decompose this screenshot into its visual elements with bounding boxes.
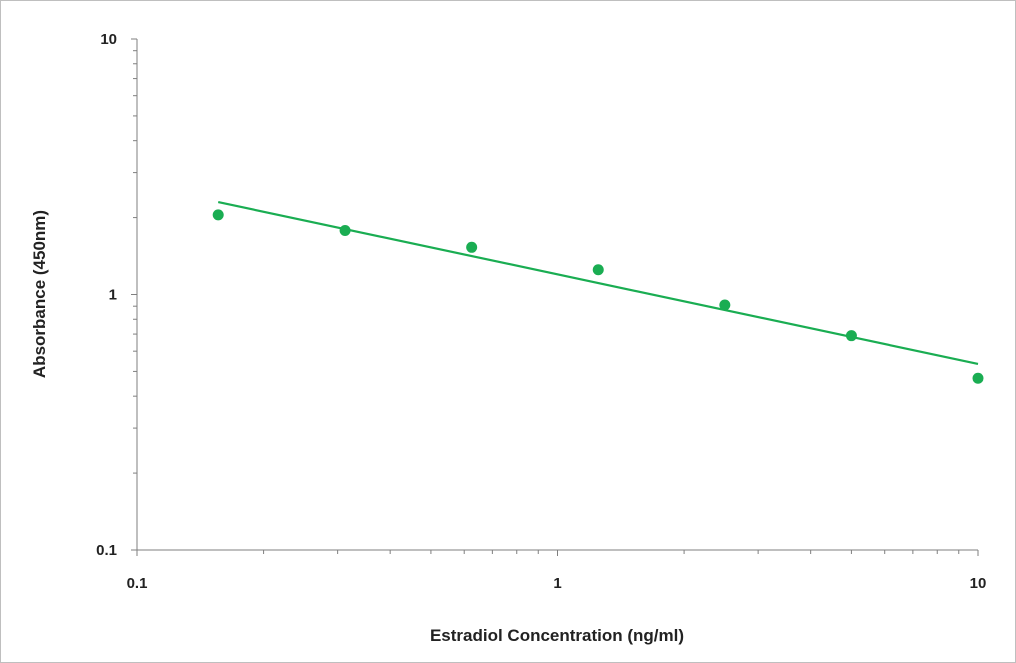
y-tick-label: 0.1 xyxy=(96,542,117,559)
data-point xyxy=(466,241,478,253)
trendline xyxy=(217,201,979,365)
x-tick-label: 0.1 xyxy=(127,575,148,592)
y-tick-label: 1 xyxy=(109,287,117,304)
y-axis-title: Absorbance (450nm) xyxy=(30,210,49,378)
x-tick-label: 10 xyxy=(970,575,987,592)
data-point xyxy=(592,264,604,276)
data-points xyxy=(212,209,984,384)
data-point xyxy=(845,330,857,342)
data-point xyxy=(212,209,224,221)
trendline-layer xyxy=(217,201,979,365)
axes: 0.1 1 10 10 1 0.1 xyxy=(96,31,986,592)
x-tick-label: 1 xyxy=(553,575,561,592)
data-point xyxy=(719,299,731,311)
y-tick-label: 10 xyxy=(100,31,117,48)
data-point xyxy=(339,225,351,237)
data-point xyxy=(972,372,984,384)
x-axis-title: Estradiol Concentration (ng/ml) xyxy=(430,626,684,645)
